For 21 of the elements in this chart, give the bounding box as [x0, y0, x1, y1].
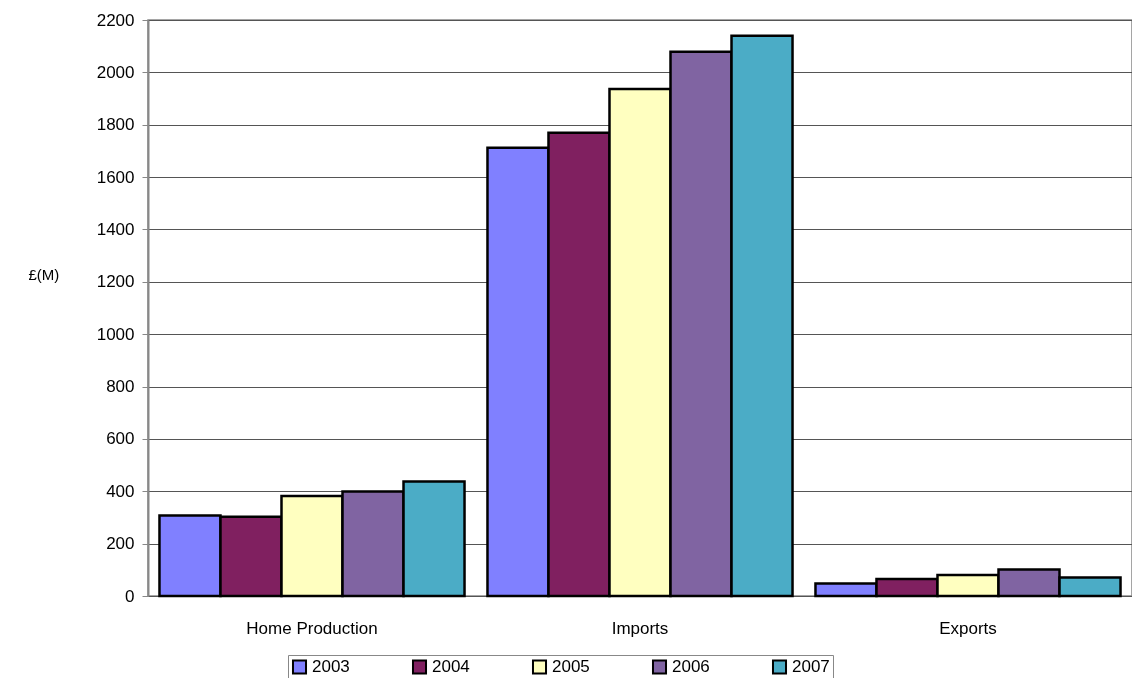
y-tick-label: 600 — [106, 429, 135, 449]
legend-label: 2007 — [792, 656, 830, 676]
y-tick-label: 400 — [106, 481, 135, 501]
y-tick-label: 1200 — [96, 272, 135, 292]
y-tick-label: 800 — [106, 377, 135, 397]
y-tick-label: 1800 — [96, 115, 135, 135]
legend-label: 2003 — [312, 656, 350, 676]
y-tick-label: 2200 — [96, 10, 135, 30]
legend-label: 2006 — [672, 656, 710, 676]
x-tick-label: Exports — [939, 618, 997, 638]
y-tick-label: 0 — [125, 586, 135, 606]
y-tick-label: 2000 — [96, 62, 135, 82]
y-tick-label: 1600 — [96, 167, 135, 187]
x-tick-label: Home Production — [246, 618, 378, 638]
legend-label: 2005 — [552, 656, 590, 676]
y-tick-label: 1400 — [96, 219, 135, 239]
y-tick-label: 200 — [106, 534, 135, 554]
legend-label: 2004 — [432, 656, 470, 676]
x-tick-label: Imports — [611, 618, 669, 638]
y-axis-title: £(M) — [28, 265, 60, 283]
y-tick-label: 1000 — [96, 324, 135, 344]
